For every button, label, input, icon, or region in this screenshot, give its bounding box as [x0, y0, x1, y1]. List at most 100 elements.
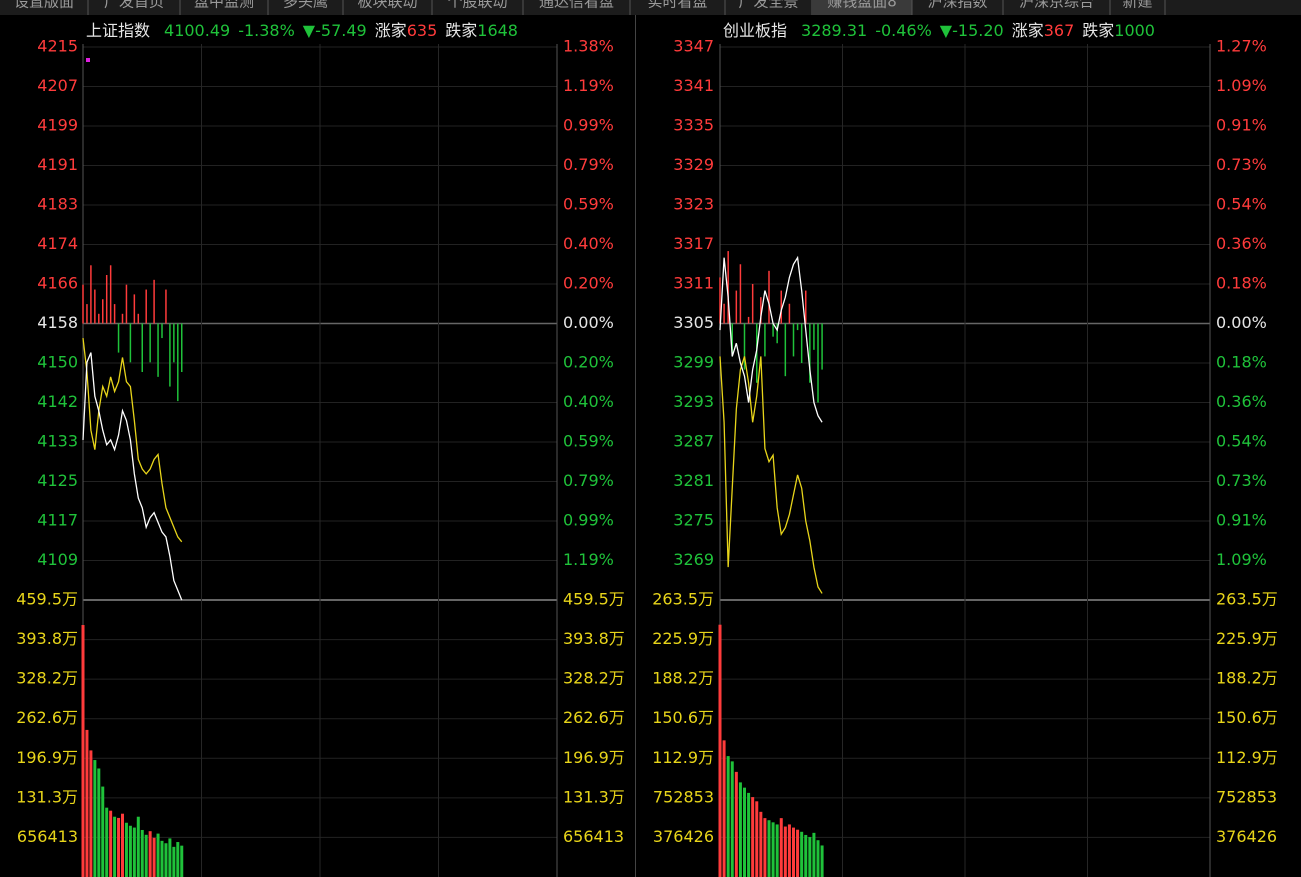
- volume-label: 112.9万: [1216, 748, 1278, 767]
- price-label: 4109: [37, 550, 78, 569]
- volume-bar: [804, 834, 808, 877]
- volume-bar: [812, 832, 816, 877]
- volume-bar: [89, 750, 93, 877]
- volume-bar: [738, 782, 742, 877]
- header-field: 跌家: [1082, 21, 1114, 40]
- pct-label: 1.38%: [563, 37, 614, 56]
- volume-bar: [136, 816, 140, 877]
- price-label: 3317: [673, 234, 714, 253]
- price-label: 4207: [37, 76, 78, 95]
- volume-label: 328.2万: [16, 669, 78, 688]
- pct-label: 0.18%: [1216, 353, 1267, 372]
- pct-label: 0.73%: [1216, 155, 1267, 174]
- pct-label: 0.20%: [563, 353, 614, 372]
- volume-bar: [767, 820, 771, 877]
- volume-label: 656413: [563, 827, 624, 846]
- volume-bar: [105, 807, 109, 877]
- header-field: 上证指数: [86, 21, 150, 40]
- pct-label: 0.40%: [563, 392, 614, 411]
- price-label: 4158: [37, 313, 78, 332]
- header-field: 跌家: [445, 21, 477, 40]
- volume-label: 393.8万: [563, 629, 625, 648]
- price-label: 3323: [673, 195, 714, 214]
- price-label: 4133: [37, 432, 78, 451]
- tab[interactable]: 新建: [1122, 0, 1152, 11]
- volume-bar: [743, 787, 746, 877]
- tab[interactable]: 板块联动: [357, 0, 417, 11]
- tab[interactable]: 个股联动: [447, 0, 507, 11]
- price-label: 3281: [673, 471, 714, 490]
- price-label: 3311: [673, 274, 714, 293]
- volume-label: 225.9万: [652, 629, 714, 648]
- pct-label: 0.91%: [1216, 116, 1267, 135]
- volume-bar: [132, 827, 136, 877]
- price-label: 4183: [37, 195, 78, 214]
- price-label: 4125: [37, 471, 78, 490]
- pct-label: 0.18%: [1216, 274, 1267, 293]
- volume-bar: [726, 756, 730, 877]
- tab[interactable]: 通达信看盘: [539, 0, 614, 11]
- tab[interactable]: 沪深京综合: [1019, 0, 1094, 11]
- price-label: 4166: [37, 274, 78, 293]
- volume-bar: [779, 818, 783, 877]
- price-label: 3335: [673, 116, 714, 135]
- volume-label: 656413: [17, 827, 78, 846]
- pct-label: 0.36%: [1216, 234, 1267, 253]
- pct-label: 0.54%: [1216, 195, 1267, 214]
- pct-label: 0.40%: [563, 234, 614, 253]
- volume-label: 112.9万: [652, 748, 714, 767]
- volume-label: 188.2万: [1216, 669, 1278, 688]
- down-arrow: ▼: [303, 21, 316, 40]
- volume-bar: [755, 801, 759, 877]
- volume-bar: [176, 842, 180, 877]
- volume-label: 150.6万: [652, 708, 714, 727]
- volume-bar: [180, 845, 184, 877]
- volume-bar: [109, 810, 113, 877]
- volume-bar: [152, 837, 156, 877]
- volume-label: 376426: [1216, 827, 1277, 846]
- volume-label: 263.5万: [1216, 590, 1278, 609]
- price-label: 4191: [37, 155, 78, 174]
- volume-label: 752853: [1216, 787, 1277, 806]
- volume-bar: [140, 829, 144, 877]
- volume-bar: [160, 840, 164, 877]
- volume-bar: [759, 811, 763, 877]
- volume-bar: [81, 625, 85, 877]
- pct-label: 1.09%: [1216, 550, 1267, 569]
- volume-bar: [148, 831, 152, 877]
- tab[interactable]: 沪深指数: [927, 0, 987, 11]
- volume-bar: [763, 818, 767, 877]
- marker: [86, 58, 90, 62]
- volume-label: 328.2万: [563, 669, 625, 688]
- pct-label: 1.27%: [1216, 37, 1267, 56]
- volume-label: 196.9万: [563, 748, 625, 767]
- volume-bar: [816, 840, 820, 877]
- volume-bar: [730, 761, 734, 877]
- pct-label: 0.00%: [1216, 313, 1267, 332]
- volume-label: 188.2万: [652, 669, 714, 688]
- pct-label: 0.99%: [563, 116, 614, 135]
- volume-bar: [771, 822, 775, 877]
- tab[interactable]: 多头鹰: [283, 0, 328, 11]
- volume-bar: [775, 824, 779, 877]
- volume-label: 262.6万: [16, 708, 78, 727]
- tab[interactable]: 盘中监测: [194, 0, 254, 11]
- volume-bar: [168, 838, 172, 877]
- volume-label: 376426: [653, 827, 714, 846]
- panel-header: 创业板指 3289.31 -0.46% ▼-15.20 涨家367 跌家1000: [723, 21, 1155, 40]
- panel-header: 上证指数 4100.49 -1.38% ▼-57.49 涨家635 跌家1648: [86, 21, 518, 40]
- tab[interactable]: 赚钱盘面8: [827, 0, 897, 11]
- volume-bar: [101, 786, 105, 877]
- volume-bar: [172, 846, 176, 877]
- tab[interactable]: 设置版面: [14, 0, 74, 11]
- price-label: 3347: [673, 37, 714, 56]
- price-label: 3341: [673, 76, 714, 95]
- volume-bar: [128, 825, 132, 877]
- header-field: 635: [407, 21, 438, 40]
- tab[interactable]: 实时看盘: [647, 0, 707, 11]
- tab[interactable]: 广发全景: [738, 0, 798, 11]
- volume-bar: [783, 826, 787, 877]
- volume-bar: [121, 813, 124, 877]
- tab[interactable]: 广发首页: [104, 0, 164, 11]
